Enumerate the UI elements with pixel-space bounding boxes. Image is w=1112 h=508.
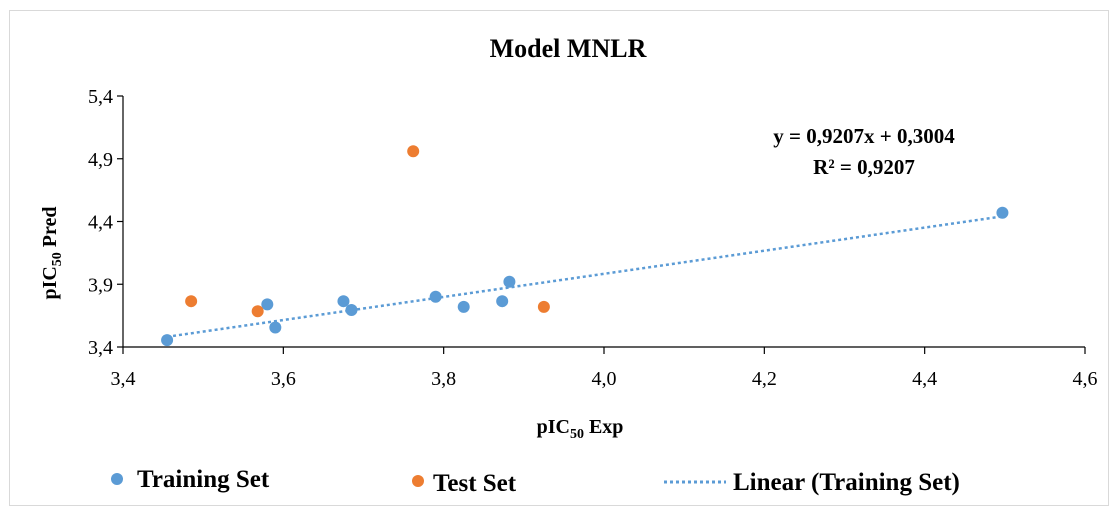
training-point [496, 295, 509, 308]
legend-label-linear: Linear (Training Set) [733, 469, 960, 496]
legend-label-test: Test Set [433, 470, 517, 497]
legend-marker-training [111, 473, 123, 485]
training-point [503, 275, 516, 288]
test-point [407, 145, 420, 158]
x-tick-label: 4,0 [592, 368, 617, 390]
x-tick-label: 4,4 [912, 368, 937, 390]
trendline-r-squared: R² = 0,9207 [813, 155, 915, 179]
test-point [537, 300, 550, 313]
x-tick-label: 3,6 [271, 368, 296, 390]
y-axis-title: pIC50 Pred [39, 206, 65, 299]
legend: Training Set Test Set Linear (Training S… [111, 466, 960, 497]
x-tick-labels: 3,4 3,6 3,8 4,0 4,2 4,4 4,6 [111, 368, 1098, 390]
training-point [996, 206, 1009, 219]
training-point [337, 295, 350, 308]
legend-marker-test [412, 475, 424, 487]
test-point [185, 295, 198, 308]
axes [117, 95, 1086, 354]
training-point [269, 321, 282, 334]
training-point [161, 334, 174, 347]
trendline-path [166, 215, 1003, 339]
y-tick-label: 4,4 [88, 212, 113, 234]
y-tick-label: 5,4 [88, 86, 113, 108]
training-point [345, 303, 358, 316]
x-axis-title: pIC50 Exp [537, 416, 624, 442]
training-point [261, 298, 274, 311]
y-tick-label: 3,4 [88, 337, 113, 359]
training-point [457, 300, 470, 313]
chart-title: Model MNLR [490, 34, 647, 63]
x-tick-label: 3,4 [111, 368, 136, 390]
x-tick-label: 3,8 [431, 368, 456, 390]
test-point [251, 305, 264, 318]
y-tick-labels: 3,4 3,9 4,4 4,9 5,4 [88, 86, 113, 359]
y-tick-label: 4,9 [88, 149, 113, 171]
trendline [166, 215, 1003, 339]
legend-label-training: Training Set [137, 466, 270, 493]
chart-frame [9, 10, 1109, 506]
training-point [429, 290, 442, 303]
x-tick-label: 4,6 [1073, 368, 1098, 390]
x-tick-label: 4,2 [752, 368, 777, 390]
data-points [161, 145, 1009, 347]
trendline-equation: y = 0,9207x + 0,3004 [773, 124, 955, 148]
y-tick-label: 3,9 [88, 274, 113, 296]
